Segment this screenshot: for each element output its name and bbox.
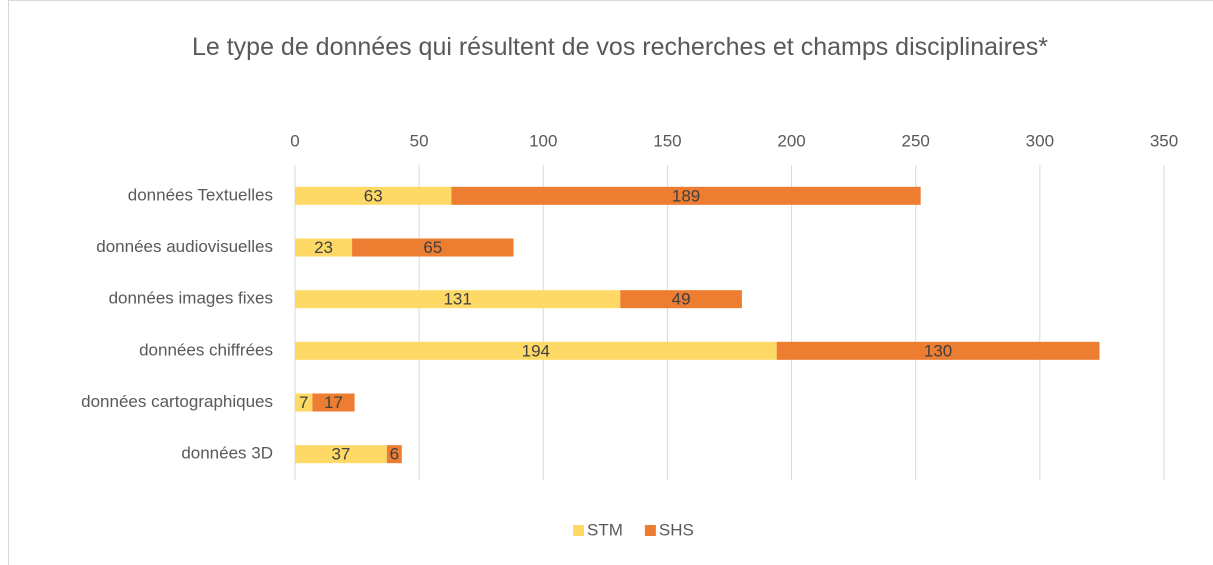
value-label: 130 (924, 341, 952, 360)
chart-border (8, 0, 1213, 565)
value-label: 63 (364, 186, 383, 205)
x-tick-label: 0 (290, 131, 299, 150)
bar (295, 341, 777, 360)
y-tick-label: données cartographiques (81, 392, 273, 411)
legend-swatch (573, 525, 584, 536)
y-tick-label: données images fixes (109, 289, 273, 308)
y-tick-label: données Textuelles (128, 185, 273, 204)
legend-label: STM (587, 520, 623, 539)
value-label: 65 (423, 238, 442, 257)
value-label: 194 (522, 341, 550, 360)
bar (295, 290, 621, 309)
y-tick-label: données audiovisuelles (96, 237, 273, 256)
x-tick-label: 200 (777, 131, 805, 150)
value-label: 23 (314, 238, 333, 257)
value-label: 49 (672, 290, 691, 309)
x-tick-label: 100 (529, 131, 557, 150)
bar (776, 341, 1100, 360)
legend-label: SHS (659, 520, 694, 539)
bar (312, 393, 355, 412)
bar (386, 445, 402, 464)
x-tick-label: 250 (902, 131, 930, 150)
value-label: 6 (390, 445, 399, 464)
bar (295, 238, 353, 257)
value-label: 17 (324, 393, 343, 412)
x-tick-label: 50 (410, 131, 429, 150)
bar (295, 393, 313, 412)
y-tick-label: données 3D (181, 444, 273, 463)
bar (620, 290, 742, 309)
x-tick-label: 350 (1150, 131, 1178, 150)
bar (295, 186, 452, 205)
bar (451, 186, 921, 205)
x-tick-label: 300 (1026, 131, 1054, 150)
chart-title: Le type de données qui résultent de vos … (191, 33, 1049, 61)
value-label: 189 (672, 186, 700, 205)
bar (295, 445, 387, 464)
y-tick-label: données chiffrées (139, 340, 273, 359)
legend-swatch (644, 525, 656, 536)
x-tick-label: 150 (653, 131, 681, 150)
value-label: 131 (443, 290, 471, 309)
value-label: 7 (299, 393, 308, 412)
value-label: 37 (331, 445, 350, 464)
bar (352, 238, 514, 257)
